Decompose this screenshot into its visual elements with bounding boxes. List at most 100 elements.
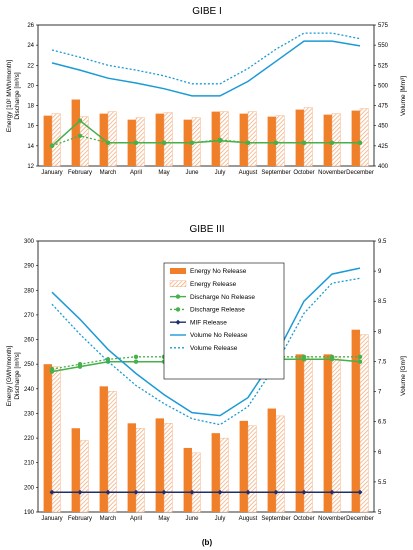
x-tick-label: September (261, 170, 290, 176)
x-tick-label: July (215, 170, 226, 176)
point-discharge-release (105, 140, 111, 146)
left-tick-label: 26 (27, 23, 34, 29)
bar-energy-no-release (323, 354, 332, 512)
right-tick-label: 450 (378, 124, 389, 130)
bar-energy-release (79, 116, 89, 167)
point-mif-release (49, 489, 55, 495)
bar-energy-release (275, 115, 285, 167)
left-tick-label: 24 (27, 43, 34, 49)
bar-energy-no-release (239, 420, 248, 512)
point-discharge-release (133, 140, 139, 146)
bar-energy-release (191, 452, 201, 513)
point-discharge-release (189, 140, 195, 146)
left-tick-label: 250 (24, 362, 35, 368)
right-tick-label: 550 (378, 43, 389, 49)
point-mif-release (245, 489, 251, 495)
bar-energy-release (51, 113, 61, 167)
bar-energy-no-release (351, 110, 360, 166)
x-tick-label: April (130, 516, 142, 522)
left-tick-label: 270 (24, 313, 35, 319)
right-tick-label: 425 (378, 144, 389, 150)
point-discharge-release (133, 354, 139, 359)
x-tick-label: November (318, 170, 346, 176)
left-tick-label: 12 (27, 164, 34, 170)
legend-marker (175, 307, 181, 312)
x-tick-label: October (293, 170, 314, 176)
line-volume-release (51, 277, 361, 426)
left-tick-label: 200 (24, 485, 35, 491)
left-tick-label: 240 (24, 387, 35, 393)
legend-swatch (169, 280, 187, 287)
legend-items: Energy No Release Energy Release Discharge… (169, 268, 255, 352)
right-tick-label: 400 (378, 164, 389, 170)
bar-energy-no-release (155, 113, 164, 166)
right-axis-ticks: 5 5.5 6 6.5 7 7.5 8 8.5 9 9.5 (374, 239, 387, 516)
bar-energy-no-release (43, 115, 52, 166)
bar-energy-no-release (351, 329, 360, 512)
left-tick-label: 230 (24, 411, 35, 417)
bar-energy-no-release (267, 408, 276, 512)
right-tick-label: 7.5 (378, 359, 387, 365)
point-discharge-release (105, 357, 111, 362)
point-mif-release (217, 489, 223, 495)
bar-energy-release (51, 366, 61, 513)
line-volume-no-release (51, 40, 361, 97)
point-mif-release (301, 489, 307, 495)
x-tick-label: January (41, 516, 62, 522)
bar-energy-release (163, 112, 173, 167)
y2-axis-label: Volume [Gm³] (400, 356, 407, 396)
point-discharge-release (301, 140, 307, 146)
left-tick-label: 260 (24, 338, 35, 344)
y-axis-label-line2: Discharge [m³/s] (14, 352, 21, 400)
right-tick-label: 575 (378, 23, 389, 29)
point-mif-release (77, 489, 83, 495)
x-tick-label: March (100, 516, 117, 522)
y-axis-label-line2: Discharge [m³/s] (14, 72, 21, 120)
left-tick-label: 210 (24, 461, 35, 467)
right-tick-label: 5 (378, 510, 382, 516)
bar-energy-no-release (323, 114, 332, 166)
y-axis-label-line1: Energy [GWh/month] (6, 345, 13, 406)
bar-energy-no-release (183, 447, 192, 512)
bar-energy-no-release (99, 386, 108, 512)
line-discharge-release (51, 356, 360, 370)
legend: Energy No Release Energy Release Discharge… (163, 262, 285, 380)
bar-energy-no-release (295, 109, 304, 166)
right-tick-label: 475 (378, 104, 389, 110)
bar-energy-release (163, 423, 173, 513)
bar-energy-no-release (71, 99, 80, 166)
bar-energy-no-release (127, 423, 136, 512)
plot-area (37, 240, 375, 513)
x-tick-label: August (239, 516, 258, 522)
chart-title: GIBE III (189, 224, 224, 235)
line-layer (49, 267, 363, 495)
point-mif-release (189, 489, 195, 495)
y-axis-label-line1: Energy [10² MWh/month] (6, 60, 13, 132)
bar-energy-release (359, 108, 369, 167)
bar-layer (43, 329, 369, 513)
legend-label: Energy Release (190, 281, 237, 288)
bar-energy-release (303, 356, 313, 513)
legend-label: Volume Release (190, 345, 238, 352)
legend-marker (175, 294, 181, 299)
right-tick-label: 525 (378, 63, 389, 69)
legend-marker (175, 319, 181, 325)
chart-title: GIBE I (192, 6, 221, 17)
point-discharge-release (273, 140, 279, 146)
point-discharge-no-release (77, 118, 83, 123)
left-tick-label: 300 (24, 239, 35, 245)
y2-axis-label: Volume [Mm³] (400, 76, 407, 116)
point-mif-release (105, 489, 111, 495)
point-discharge-release (77, 361, 83, 367)
point-mif-release (161, 489, 167, 495)
right-tick-label: 9 (378, 269, 382, 275)
chart-gibe-iii: GIBE III 190 200 210 220 230 240 250 260 270 280 2… (6, 224, 407, 522)
left-tick-label: 22 (27, 63, 34, 69)
bar-energy-release (275, 415, 285, 513)
bar-energy-no-release (71, 428, 80, 512)
bar-energy-release (359, 334, 369, 513)
right-tick-label: 9.5 (378, 239, 387, 245)
x-tick-label: December (346, 170, 374, 176)
point-discharge-release (329, 354, 335, 359)
